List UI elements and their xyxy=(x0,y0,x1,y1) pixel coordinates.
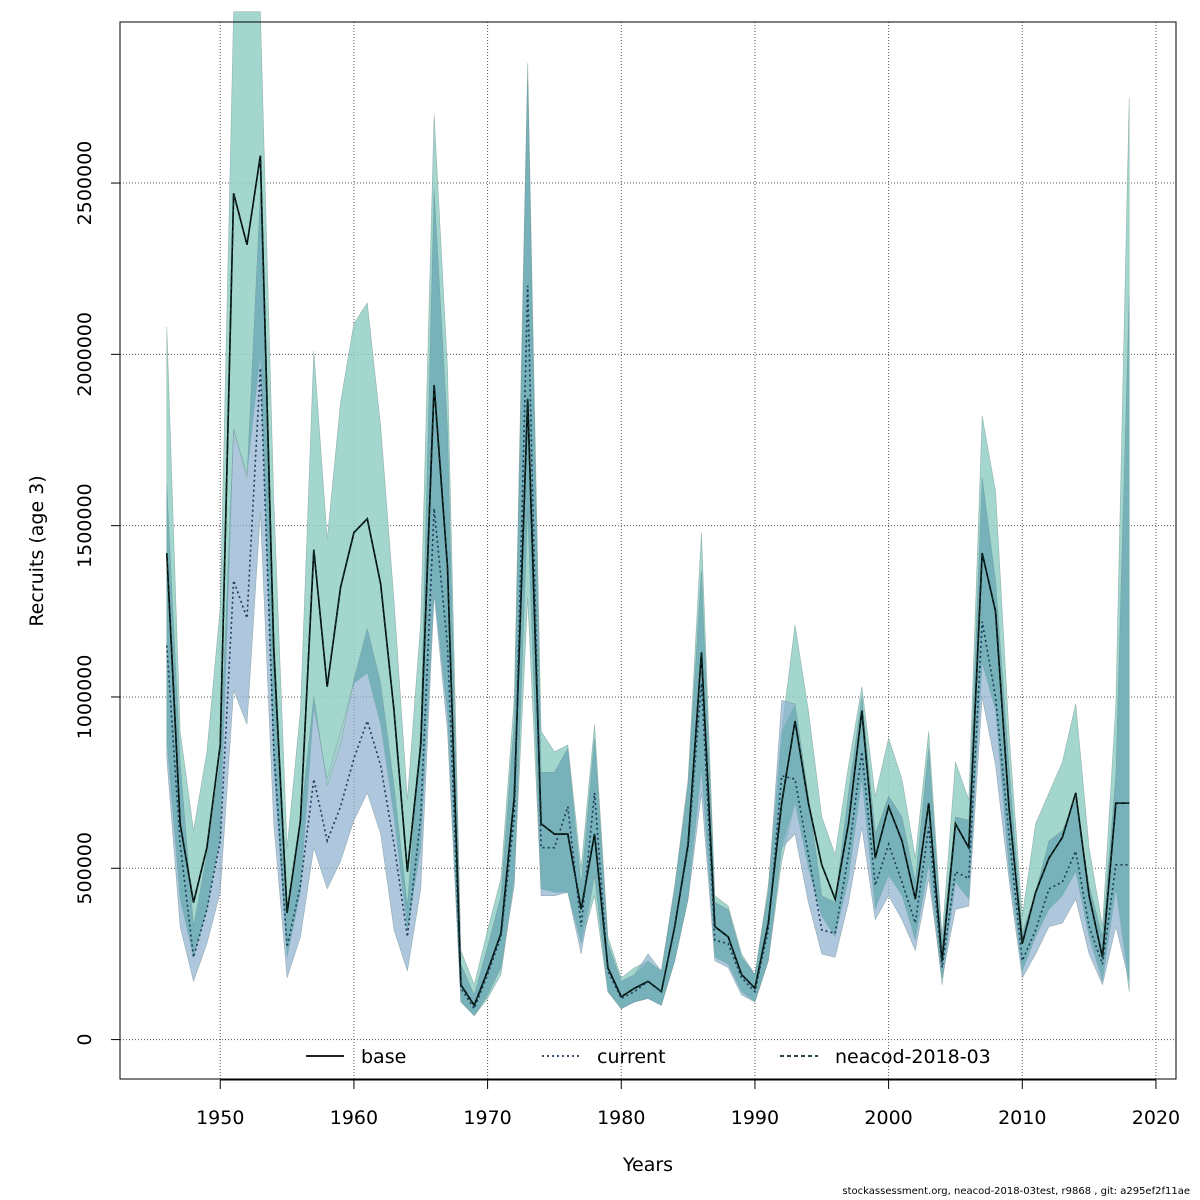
x-tick-label: 2000 xyxy=(864,1107,912,1129)
plot-frame xyxy=(119,21,1177,1080)
x-tick-label: 1990 xyxy=(731,1107,779,1129)
band-overlap xyxy=(166,80,1130,1016)
y-tick-label: 1000000 xyxy=(74,655,96,740)
x-tick-label: 1950 xyxy=(196,1107,244,1129)
x-tick-label: 2010 xyxy=(998,1107,1046,1129)
x-axis-title: Years xyxy=(622,1154,673,1176)
line-current xyxy=(165,285,1130,1011)
x-tick-label: 1960 xyxy=(330,1107,378,1129)
band-base xyxy=(166,11,1130,1017)
y-tick-label: 500000 xyxy=(74,832,96,905)
y-tick-label: 0 xyxy=(74,1034,96,1046)
line-neacod-2018-03 xyxy=(165,155,1130,1008)
x-tick-label: 1970 xyxy=(463,1107,511,1129)
x-axis: 1950 1960 1970 1980 1990 2000 2010 2020 xyxy=(196,1079,1180,1129)
y-axis-title: Recruits (age 3) xyxy=(26,475,48,626)
y-tick-label: 2500000 xyxy=(74,141,96,226)
y-axis: 0 500000 1000000 1500000 2000000 2500000 xyxy=(74,141,120,1046)
legend-label-current: current xyxy=(597,1046,666,1068)
y-tick-label: 2000000 xyxy=(74,312,96,397)
legend-label-base: base xyxy=(361,1046,406,1068)
confidence-bands xyxy=(166,11,1130,1017)
footer-credit: stockassessment.org, neacod-2018-03test,… xyxy=(842,1186,1190,1197)
legend-label-neacod-2018-03: neacod-2018-03 xyxy=(835,1046,991,1068)
y-tick-label: 1500000 xyxy=(74,483,96,568)
series-lines xyxy=(165,155,1130,1011)
x-tick-label: 2020 xyxy=(1132,1107,1180,1129)
legend: base current neacod-2018-03 xyxy=(306,1046,991,1068)
x-tick-label: 1980 xyxy=(597,1107,645,1129)
